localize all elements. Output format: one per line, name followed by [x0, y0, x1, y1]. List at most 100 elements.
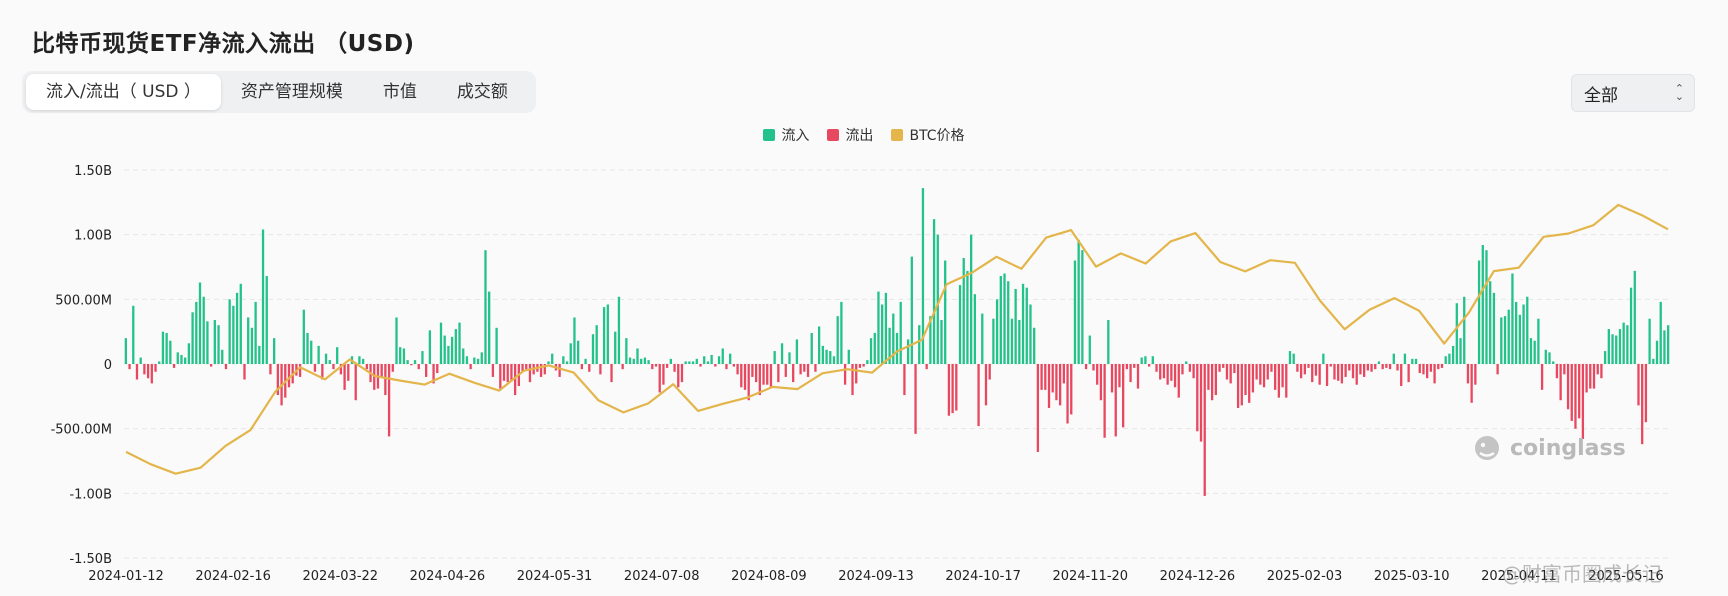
- inflow-bar[interactable]: [206, 321, 209, 364]
- inflow-bar[interactable]: [176, 352, 179, 364]
- inflow-bar[interactable]: [836, 316, 839, 364]
- outflow-bar[interactable]: [1277, 364, 1281, 398]
- inflow-bar[interactable]: [428, 330, 432, 364]
- outflow-bar[interactable]: [1203, 364, 1206, 496]
- inflow-bar[interactable]: [617, 296, 621, 364]
- outflow-bar[interactable]: [662, 364, 665, 385]
- inflow-bar[interactable]: [918, 325, 921, 364]
- outflow-bar[interactable]: [1058, 364, 1062, 406]
- outflow-bar[interactable]: [1070, 364, 1073, 415]
- inflow-bar[interactable]: [817, 326, 821, 364]
- outflow-bar[interactable]: [665, 364, 669, 368]
- inflow-bar[interactable]: [1629, 287, 1633, 364]
- inflow-bar[interactable]: [995, 299, 999, 364]
- inflow-bar[interactable]: [1663, 330, 1666, 364]
- outflow-bar[interactable]: [1437, 364, 1440, 370]
- inflow-bar[interactable]: [584, 358, 587, 364]
- outflow-bar[interactable]: [1396, 364, 1399, 371]
- inflow-bar[interactable]: [310, 340, 313, 364]
- inflow-bar[interactable]: [577, 340, 580, 364]
- outflow-bar[interactable]: [1270, 364, 1273, 372]
- inflow-bar[interactable]: [413, 360, 417, 364]
- outflow-bar[interactable]: [1210, 364, 1214, 401]
- inflow-bar[interactable]: [632, 358, 635, 364]
- outflow-bar[interactable]: [654, 364, 658, 367]
- inflow-bar[interactable]: [595, 325, 598, 364]
- inflow-bar[interactable]: [1481, 245, 1484, 364]
- outflow-bar[interactable]: [1181, 364, 1184, 375]
- inflow-bar[interactable]: [406, 360, 409, 364]
- inflow-bar[interactable]: [1626, 325, 1629, 364]
- tab-market-cap[interactable]: 市值: [382, 82, 417, 102]
- outflow-bar[interactable]: [1173, 364, 1177, 388]
- inflow-bar[interactable]: [1537, 318, 1540, 364]
- outflow-bar[interactable]: [610, 364, 613, 383]
- inflow-bar[interactable]: [721, 348, 724, 364]
- outflow-bar[interactable]: [513, 364, 517, 396]
- outflow-bar[interactable]: [1244, 364, 1247, 396]
- inflow-bar[interactable]: [643, 357, 647, 364]
- inflow-bar[interactable]: [1018, 320, 1021, 364]
- inflow-bar[interactable]: [640, 358, 643, 364]
- inflow-bar[interactable]: [1292, 353, 1295, 364]
- inflow-bar[interactable]: [873, 332, 876, 364]
- inflow-bar[interactable]: [877, 291, 880, 364]
- inflow-bar[interactable]: [729, 353, 732, 364]
- inflow-bar[interactable]: [636, 348, 639, 364]
- inflow-bar[interactable]: [1014, 288, 1017, 364]
- inflow-bar[interactable]: [1652, 358, 1655, 364]
- outflow-bar[interactable]: [1589, 364, 1592, 389]
- outflow-bar[interactable]: [209, 364, 213, 367]
- outflow-bar[interactable]: [1325, 364, 1329, 386]
- inflow-bar[interactable]: [669, 358, 672, 364]
- outflow-bar[interactable]: [1329, 364, 1332, 367]
- inflow-bar[interactable]: [710, 354, 713, 364]
- outflow-bar[interactable]: [851, 364, 854, 396]
- tab-aum[interactable]: 资产管理规模: [240, 82, 343, 102]
- inflow-bar[interactable]: [884, 292, 888, 364]
- outflow-bar[interactable]: [903, 364, 906, 396]
- inflow-bar[interactable]: [454, 329, 457, 364]
- outflow-bar[interactable]: [354, 364, 357, 401]
- inflow-bar[interactable]: [1029, 304, 1032, 364]
- outflow-bar[interactable]: [1103, 364, 1106, 438]
- inflow-bar[interactable]: [966, 270, 969, 364]
- inflow-bar[interactable]: [1655, 340, 1659, 364]
- inflow-bar[interactable]: [847, 349, 850, 364]
- inflow-bar[interactable]: [395, 317, 398, 364]
- outflow-bar[interactable]: [1348, 364, 1351, 371]
- inflow-bar[interactable]: [1622, 322, 1625, 364]
- inflow-bar[interactable]: [324, 353, 328, 364]
- inflow-bar[interactable]: [1648, 318, 1651, 364]
- outflow-bar[interactable]: [766, 364, 769, 385]
- inflow-bar[interactable]: [213, 320, 216, 364]
- inflow-bar[interactable]: [795, 339, 799, 364]
- inflow-bar[interactable]: [480, 352, 483, 364]
- outflow-bar[interactable]: [621, 364, 624, 370]
- inflow-bar[interactable]: [1151, 356, 1154, 364]
- inflow-bar[interactable]: [973, 294, 977, 364]
- tab-volume[interactable]: 成交额: [456, 82, 508, 102]
- outflow-bar[interactable]: [1133, 364, 1136, 368]
- outflow-bar[interactable]: [1426, 364, 1429, 379]
- outflow-bar[interactable]: [951, 364, 954, 414]
- outflow-bar[interactable]: [1162, 364, 1166, 379]
- inflow-bar[interactable]: [829, 351, 832, 364]
- outflow-bar[interactable]: [1299, 364, 1303, 379]
- tab-flow-usd[interactable]: 流入/流出（ USD ）: [26, 74, 221, 110]
- outflow-bar[interactable]: [680, 364, 684, 383]
- outflow-bar[interactable]: [1474, 364, 1477, 385]
- inflow-bar[interactable]: [273, 338, 276, 364]
- outflow-bar[interactable]: [914, 364, 917, 434]
- inflow-bar[interactable]: [458, 322, 461, 364]
- outflow-bar[interactable]: [1110, 364, 1114, 393]
- outflow-bar[interactable]: [777, 364, 780, 383]
- outflow-bar[interactable]: [521, 364, 524, 372]
- outflow-bar[interactable]: [1274, 364, 1277, 390]
- outflow-bar[interactable]: [1066, 364, 1069, 424]
- outflow-bar[interactable]: [947, 364, 951, 416]
- inflow-bar[interactable]: [302, 309, 305, 364]
- inflow-bar[interactable]: [250, 327, 254, 364]
- outflow-bar[interactable]: [417, 364, 420, 370]
- outflow-bar[interactable]: [1281, 364, 1284, 388]
